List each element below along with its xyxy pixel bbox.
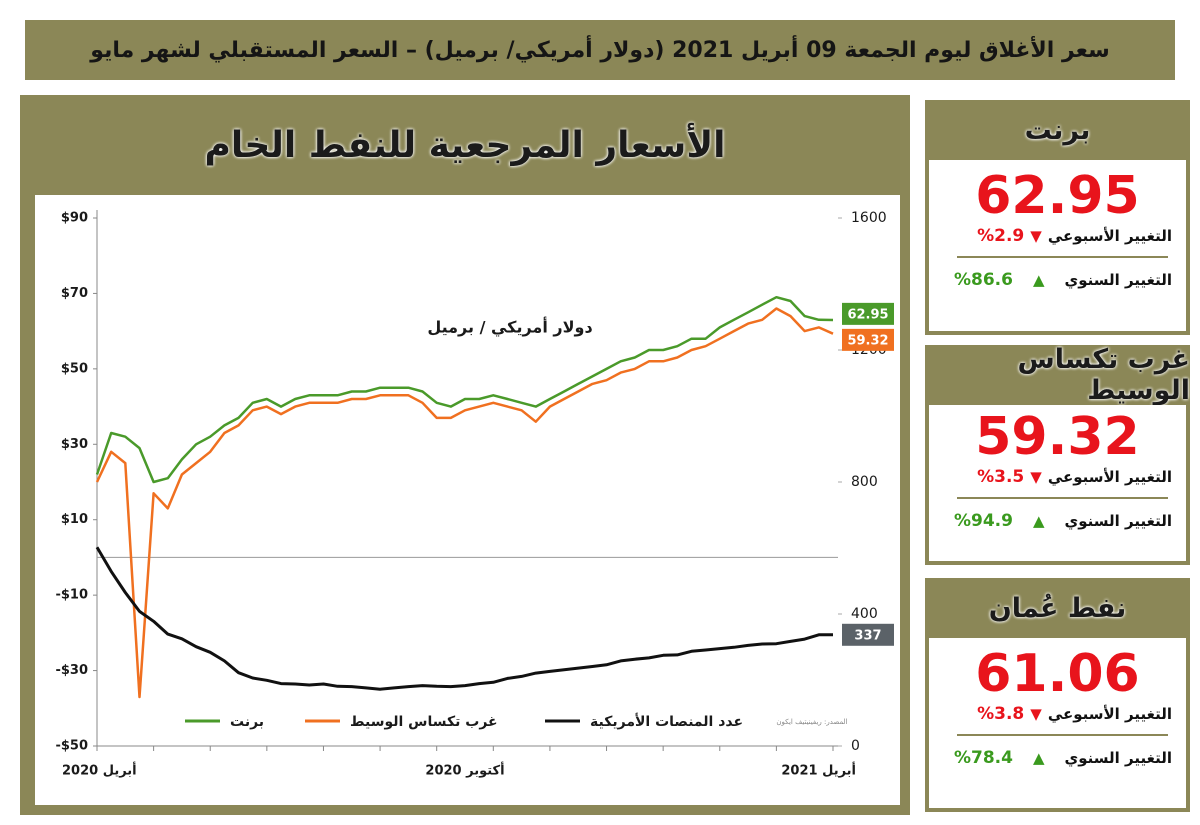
end-value-box	[842, 302, 894, 325]
annual-change: %94.9	[953, 511, 1013, 531]
up-arrow: ▲	[1032, 271, 1045, 289]
down-arrow: ▼	[1030, 705, 1042, 723]
price: 59.32	[975, 407, 1140, 467]
separator	[957, 734, 1168, 736]
y-tick-label: $90	[61, 211, 88, 226]
y2-tick-label: 800	[851, 474, 878, 490]
panel-body: 61.06 التغيير الأسبوعي ▼ %3.8 التغيير السن…	[925, 638, 1190, 812]
y2-tick-label: 400	[851, 606, 878, 622]
x-tick-label: أكتوبر 2020	[425, 762, 504, 779]
weekly-change: %3.5	[977, 467, 1025, 487]
y-tick-label: -$10	[55, 588, 88, 603]
panel-title: غرب تكساس الوسيط	[925, 344, 1190, 406]
y-tick-label: $70	[61, 286, 88, 301]
end-value-label: 59.32	[847, 333, 888, 348]
panel-title: نفط عُمان	[925, 578, 1190, 638]
price: 61.06	[975, 644, 1140, 704]
end-value-label: 62.95	[847, 307, 888, 322]
y2-tick-label: 1600	[851, 210, 887, 226]
weekly-label: التغيير الأسبوعي	[1047, 227, 1172, 245]
weekly-label: التغيير الأسبوعي	[1047, 468, 1172, 486]
panel-body: 59.32 التغيير الأسبوعي ▼ %3.5 التغيير السن…	[925, 405, 1190, 565]
price: 62.95	[975, 166, 1140, 226]
header-title: سعر الأغلاق ليوم الجمعة 09 أبريل 2021 (د…	[25, 20, 1175, 80]
x-tick-label: أبريل 2020	[62, 762, 137, 779]
chart: $90$70$50$30$10-$10-$30-$501600120080040…	[35, 195, 900, 805]
plot-background	[35, 195, 900, 805]
y-tick-label: -$30	[55, 663, 88, 678]
y-tick-label: $10	[61, 512, 88, 527]
legend-label: عدد المنصات الأمريكية	[590, 713, 743, 730]
y-tick-label: $50	[61, 361, 88, 376]
up-arrow: ▲	[1032, 749, 1045, 767]
x-tick-label: أبريل 2021	[781, 762, 856, 779]
source: المصدر: ريفينيتيف ايكون	[776, 718, 847, 726]
weekly-label: التغيير الأسبوعي	[1047, 705, 1172, 723]
y-tick-label: -$50	[55, 739, 88, 754]
weekly-change: %2.9	[977, 226, 1025, 246]
down-arrow: ▼	[1030, 468, 1042, 486]
y-tick-label: $30	[61, 437, 88, 452]
annual-label: التغيير السنوي	[1064, 271, 1172, 289]
brent-panel: برنت 62.95 التغيير الأسبوعي ▼ %2.9 التغيير…	[925, 100, 1190, 335]
annotation: دولار أمريكي / برميل	[427, 317, 592, 338]
series-line	[95, 307, 834, 699]
end-value-label: 337	[854, 628, 881, 643]
legend-label: برنت	[230, 714, 264, 730]
annual-label: التغيير السنوي	[1064, 512, 1172, 530]
panel-body: 62.95 التغيير الأسبوعي ▼ %2.9 التغيير السن…	[925, 160, 1190, 335]
annual-change: %86.6	[953, 270, 1013, 290]
series-line	[95, 546, 833, 691]
separator	[957, 497, 1168, 499]
panel-title: برنت	[925, 100, 1190, 160]
up-arrow: ▲	[1032, 512, 1045, 530]
annual-label: التغيير السنوي	[1064, 749, 1172, 767]
series-line	[95, 295, 834, 484]
legend-label: غرب تكساس الوسيط	[350, 714, 498, 730]
weekly-change: %3.8	[977, 704, 1025, 724]
annual-change: %78.4	[953, 748, 1013, 768]
y2-tick-label: 0	[851, 738, 860, 754]
down-arrow: ▼	[1030, 227, 1042, 245]
wti-panel: غرب تكساس الوسيط 59.32 التغيير الأسبوعي ▼…	[925, 344, 1190, 565]
chart-title: الأسعار المرجعية للنفط الخام	[204, 124, 726, 166]
oman-panel: نفط عُمان 61.06 التغيير الأسبوعي ▼ %3.8 ال…	[925, 578, 1190, 812]
end-value-box	[842, 328, 894, 351]
end-value-box	[842, 623, 894, 646]
separator	[957, 256, 1168, 258]
